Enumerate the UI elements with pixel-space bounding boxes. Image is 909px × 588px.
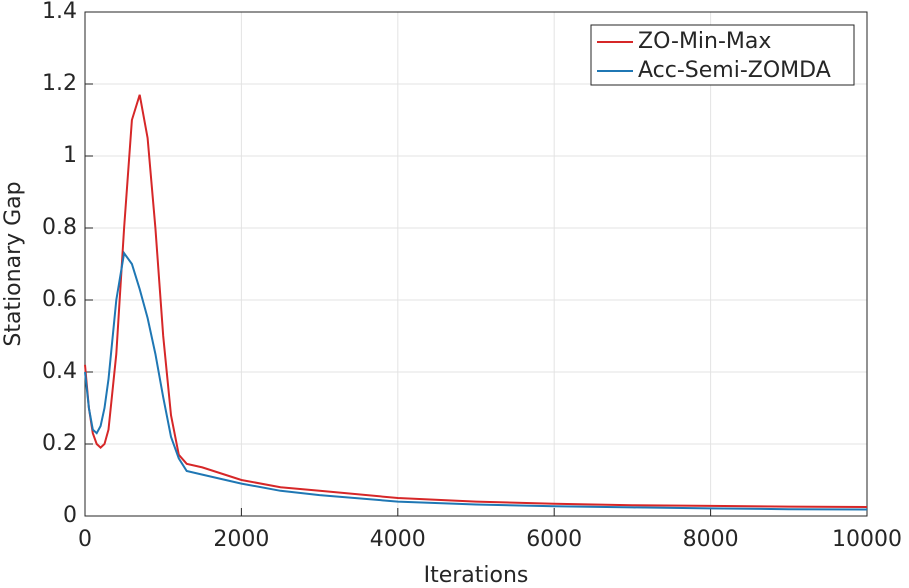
x-tick-label: 8000	[683, 527, 739, 552]
legend-label: Acc-Semi-ZOMDA	[638, 58, 831, 83]
y-tick-label: 1	[63, 143, 77, 168]
series-line	[84, 250, 868, 511]
y-tick-label: 1.4	[42, 0, 77, 24]
x-tick-label: 0	[78, 527, 92, 552]
legend-label: ZO-Min-Max	[638, 29, 771, 54]
y-tick-label: 0.4	[42, 359, 77, 384]
x-tick-label: 4000	[370, 527, 426, 552]
plot-frame	[84, 11, 868, 517]
x-axis-label: Iterations	[424, 563, 529, 588]
x-tick-label: 2000	[213, 527, 269, 552]
y-tick-label: 0.8	[42, 215, 77, 240]
legend-box	[590, 24, 855, 86]
series-line	[84, 94, 868, 508]
y-tick-label: 1.2	[42, 71, 77, 96]
y-tick-label: 0.2	[42, 431, 77, 456]
x-tick-label: 6000	[526, 527, 582, 552]
y-tick-label: 0.6	[42, 287, 77, 312]
x-tick-label: 10000	[832, 527, 902, 552]
y-axis-label: Stationary Gap	[1, 181, 26, 346]
y-tick-label: 0	[63, 503, 77, 528]
